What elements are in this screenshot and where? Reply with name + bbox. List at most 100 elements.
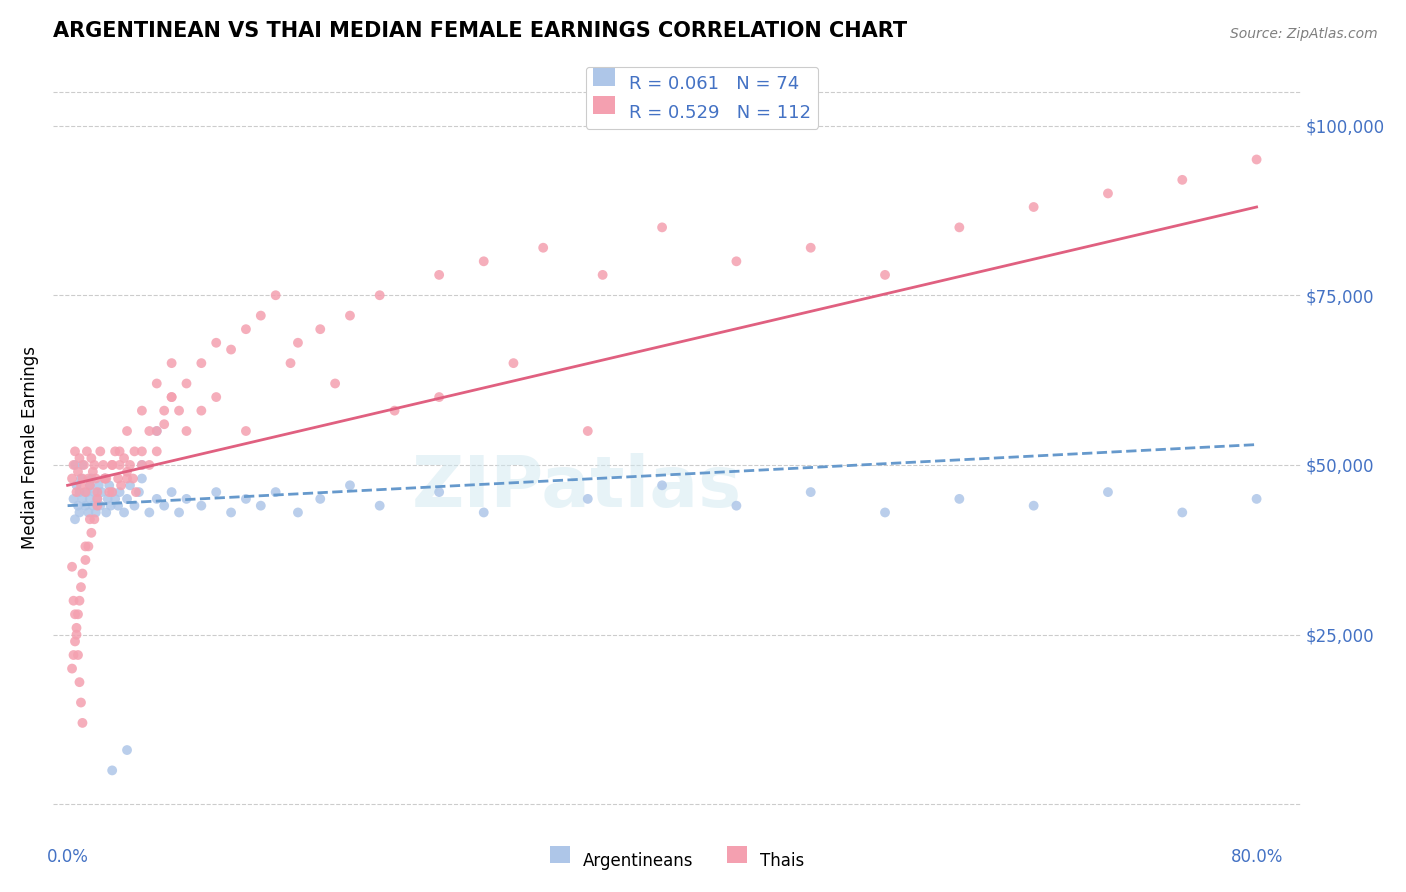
Point — [73, 458, 96, 472]
Point — [93, 471, 115, 485]
Point — [90, 485, 112, 500]
Point — [264, 288, 287, 302]
Point — [83, 485, 105, 500]
Point — [65, 485, 87, 500]
Point — [98, 478, 121, 492]
Point — [60, 559, 83, 574]
Point — [1246, 153, 1268, 167]
Point — [1171, 506, 1194, 520]
Point — [592, 268, 614, 282]
Point — [368, 288, 391, 302]
Point — [75, 485, 97, 500]
Point — [576, 424, 599, 438]
Point — [66, 648, 89, 662]
Point — [101, 458, 124, 472]
Point — [122, 471, 145, 485]
Point — [110, 478, 132, 492]
Point — [145, 424, 167, 438]
Point — [124, 499, 146, 513]
Point — [160, 390, 183, 404]
Point — [63, 512, 86, 526]
Point — [79, 512, 101, 526]
Point — [80, 451, 103, 466]
Point — [138, 506, 160, 520]
Point — [63, 607, 86, 622]
Point — [1097, 186, 1119, 201]
Point — [76, 485, 98, 500]
Point — [176, 491, 198, 506]
Point — [160, 485, 183, 500]
Point — [531, 241, 554, 255]
Point — [60, 662, 83, 676]
Point — [79, 491, 101, 506]
Point — [72, 471, 94, 485]
Point — [323, 376, 346, 391]
Point — [69, 593, 91, 607]
Point — [190, 499, 212, 513]
Point — [472, 254, 495, 268]
Point — [1393, 499, 1406, 513]
Point — [62, 491, 84, 506]
Point — [93, 471, 115, 485]
Point — [287, 335, 309, 350]
Point — [167, 403, 190, 417]
Y-axis label: Median Female Earnings: Median Female Earnings — [21, 346, 39, 549]
Point — [83, 458, 105, 472]
Point — [60, 471, 83, 485]
Point — [249, 309, 271, 323]
Point — [104, 491, 127, 506]
Point — [800, 485, 823, 500]
Point — [72, 566, 94, 581]
Point — [108, 485, 131, 500]
Point — [145, 444, 167, 458]
Point — [145, 376, 167, 391]
Point — [79, 478, 101, 492]
Point — [873, 268, 896, 282]
Point — [725, 499, 748, 513]
Point — [249, 499, 271, 513]
Point — [97, 491, 120, 506]
Point — [77, 540, 100, 554]
Point — [86, 491, 108, 506]
Point — [131, 471, 153, 485]
Point — [84, 471, 107, 485]
Point — [235, 491, 257, 506]
Point — [138, 424, 160, 438]
Point — [205, 335, 228, 350]
Point — [576, 491, 599, 506]
Point — [219, 506, 242, 520]
Point — [72, 715, 94, 730]
Point — [1097, 485, 1119, 500]
Point — [176, 424, 198, 438]
Point — [80, 471, 103, 485]
Point — [235, 322, 257, 336]
Point — [160, 390, 183, 404]
Point — [219, 343, 242, 357]
Point — [98, 485, 121, 500]
Point — [89, 499, 111, 513]
Point — [118, 458, 141, 472]
Text: ARGENTINEAN VS THAI MEDIAN FEMALE EARNINGS CORRELATION CHART: ARGENTINEAN VS THAI MEDIAN FEMALE EARNIN… — [52, 21, 907, 41]
Point — [309, 322, 332, 336]
Point — [205, 485, 228, 500]
Point — [287, 506, 309, 520]
Point — [108, 458, 131, 472]
Point — [309, 491, 332, 506]
Point — [86, 499, 108, 513]
Point — [115, 743, 138, 757]
Point — [107, 471, 129, 485]
Point — [131, 403, 153, 417]
Point — [63, 458, 86, 472]
Point — [153, 499, 176, 513]
Point — [153, 417, 176, 432]
Point — [101, 458, 124, 472]
Point — [145, 491, 167, 506]
Point — [75, 553, 97, 567]
Point — [112, 451, 135, 466]
Point — [112, 506, 135, 520]
Point — [70, 471, 93, 485]
Point — [131, 458, 153, 472]
Legend: Argentineans, Thais: Argentineans, Thais — [543, 846, 811, 877]
Point — [800, 241, 823, 255]
Point — [176, 376, 198, 391]
